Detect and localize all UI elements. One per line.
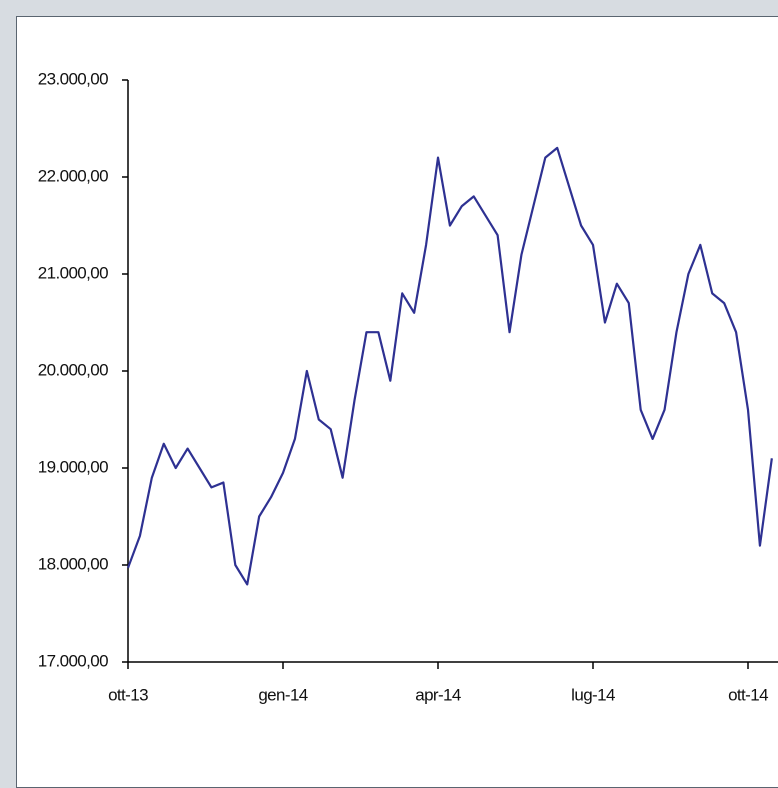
y-tick-label: 18.000,00 xyxy=(38,554,108,573)
y-tick-label: 22.000,00 xyxy=(38,166,108,185)
y-tick-label: 17.000,00 xyxy=(38,651,108,670)
y-tick-label: 23.000,00 xyxy=(38,69,108,88)
x-tick-label: ott-14 xyxy=(728,685,768,704)
x-tick-label: lug-14 xyxy=(571,685,615,704)
x-tick-label: ott-13 xyxy=(108,685,148,704)
x-tick-label: gen-14 xyxy=(258,685,307,704)
chart-frame xyxy=(16,16,778,788)
line xyxy=(126,146,773,586)
y-tick-label: 21.000,00 xyxy=(38,263,108,282)
y-tick-label: 19.000,00 xyxy=(38,457,108,476)
y-tick-label: 20.000,00 xyxy=(38,360,108,379)
chart: 17.000,00 18.000,00 19.000,00 20.000,00 21.0… xyxy=(38,69,778,704)
x-tick-label: apr-14 xyxy=(415,685,461,704)
page: 17.000,00 18.000,00 19.000,00 20.000,00 21.0… xyxy=(16,16,778,788)
